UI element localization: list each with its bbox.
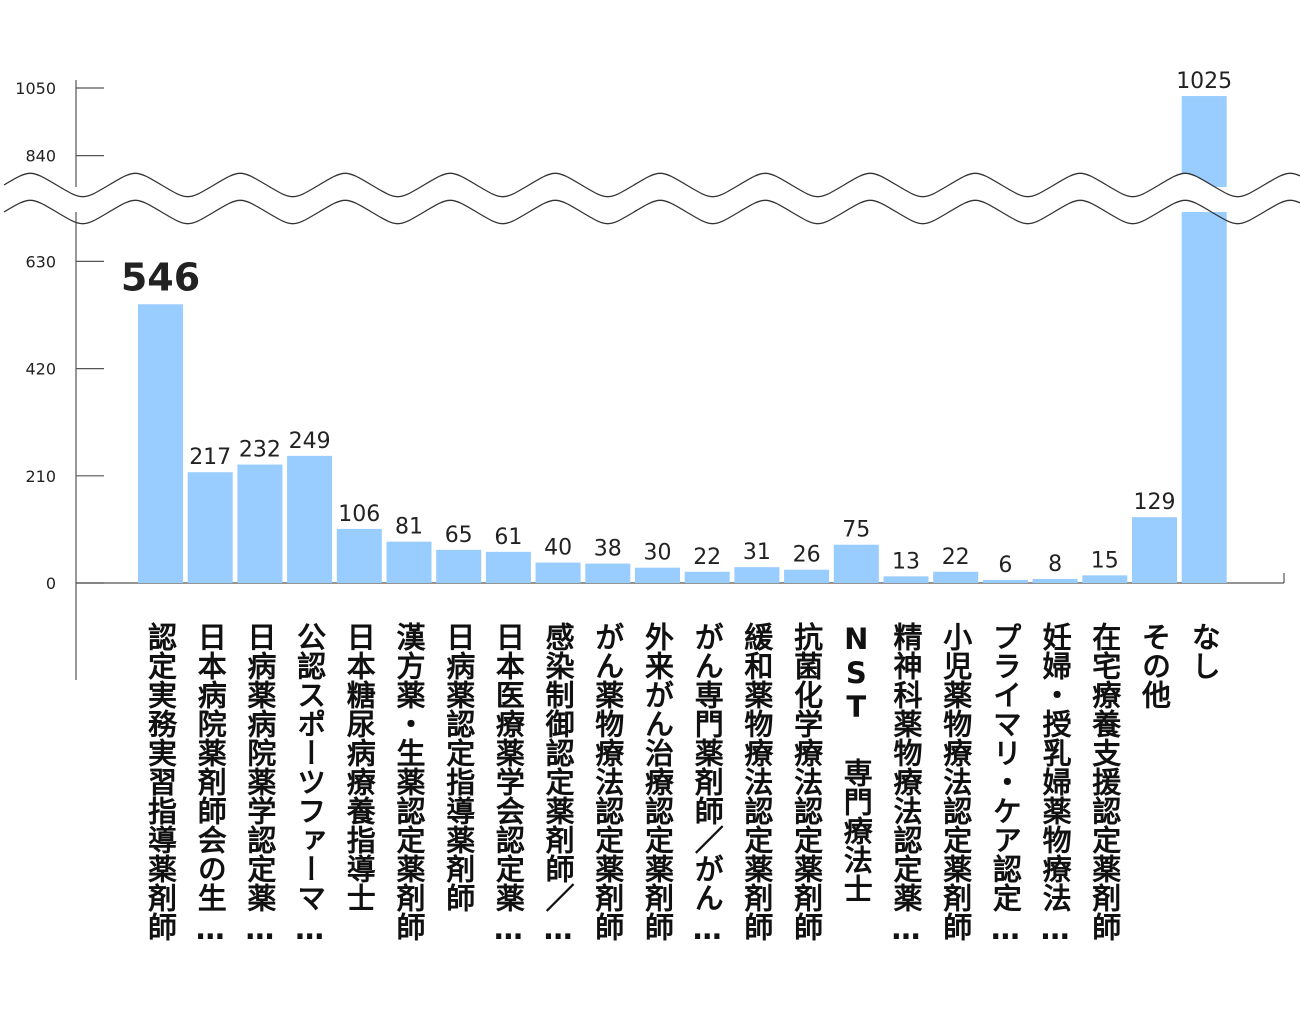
bars (138, 96, 1227, 584)
bar (1082, 575, 1128, 583)
bar (883, 576, 929, 583)
x-tick-label: 妊婦・授乳婦薬物療法… (1038, 622, 1073, 946)
axis-break (3, 172, 1300, 225)
x-tick-label: 抗菌化学療法認定薬剤師 (790, 621, 824, 941)
x-tick-label: 日本糖尿病療養指導士 (342, 622, 377, 912)
bar (138, 304, 183, 583)
bar (1181, 96, 1227, 584)
bar (635, 567, 680, 583)
bar (485, 551, 531, 583)
bar (237, 464, 283, 583)
x-tick-label: 日病薬認定指導薬剤師 (442, 622, 476, 912)
data-label: 106 (338, 502, 380, 527)
data-label: 61 (494, 525, 522, 550)
x-tick-label: 精神科薬物療法認定薬… (889, 622, 923, 946)
x-tick-label: NST 専門療法士 (839, 622, 873, 903)
y-tick-label: 840 (25, 147, 56, 166)
x-tick-label: 日本医療薬学会認定薬… (491, 622, 525, 946)
bar (287, 455, 333, 583)
bar (1132, 517, 1177, 583)
x-tick-label: 日病薬病院薬学認定薬… (243, 622, 277, 946)
y-tick-label: 630 (25, 252, 56, 271)
x-tick-label: なし (1187, 622, 1221, 680)
x-tick-label: 漢方薬・生薬認定薬剤師 (392, 622, 426, 941)
data-label: 6 (998, 553, 1012, 578)
bar (1032, 578, 1078, 583)
data-label: 15 (1091, 548, 1119, 573)
x-tick-label: 公認スポーツファーマ… (293, 622, 327, 946)
y-tick-label: 0 (46, 574, 56, 593)
x-tick-label: 感染制御認定薬剤師／… (541, 622, 576, 946)
bar (436, 549, 482, 583)
y-tick-label: 1050 (15, 79, 56, 98)
y-tick-label: 210 (25, 467, 56, 486)
x-tick-label: 小児薬物療法認定薬剤師 (939, 622, 973, 941)
bar (585, 563, 631, 583)
data-label: 546 (121, 255, 200, 299)
data-label: 13 (892, 549, 920, 574)
data-label: 1025 (1176, 69, 1232, 94)
bar (833, 544, 879, 583)
bar (684, 571, 730, 583)
data-label: 38 (594, 537, 622, 562)
bar (982, 579, 1028, 583)
break-gap (4, 187, 1270, 210)
data-label: 75 (842, 518, 870, 543)
x-tick-label: 外来がん治療認定薬剤師 (641, 622, 675, 941)
x-tick-label: 日本病院薬剤師会の生… (193, 622, 227, 946)
x-tick-label: その他 (1138, 622, 1173, 709)
x-tick-label: プライマリ・ケア認定… (988, 622, 1022, 946)
bar (535, 562, 581, 583)
y-tick-label: 420 (25, 360, 56, 379)
data-label: 249 (289, 429, 331, 454)
data-label: 26 (793, 543, 821, 568)
break-line-bottom (3, 199, 1300, 225)
bar (784, 569, 830, 583)
data-label: 65 (445, 523, 473, 548)
x-tick-label: がん専門薬剤師／がん… (690, 622, 724, 946)
x-tick-label: 緩和薬物療法認定薬剤師 (740, 621, 774, 941)
bar (933, 571, 979, 583)
data-label: 81 (395, 515, 423, 540)
x-tick-label: がん薬物療法認定薬剤師 (591, 622, 625, 941)
x-tick-label: 在宅療養支援認定薬剤師 (1088, 622, 1123, 941)
data-label: 129 (1134, 490, 1176, 515)
data-label: 22 (693, 545, 721, 570)
labels: 546 認定実務実習指導薬剤師 217 日本病院薬剤師会の生… 232 日病薬病院薬学認定… (121, 69, 1232, 946)
bar (187, 472, 233, 583)
bar (734, 567, 780, 583)
data-label: 31 (743, 540, 771, 565)
data-label: 30 (644, 541, 672, 566)
data-label: 22 (942, 545, 970, 570)
bar (386, 541, 432, 583)
bar (336, 528, 382, 583)
x-tick-label: 認定実務実習指導薬剤師 (144, 621, 178, 941)
data-label: 232 (239, 438, 281, 463)
data-label: 217 (189, 445, 231, 470)
data-label: 40 (544, 536, 572, 561)
break-line-top (3, 172, 1300, 198)
data-label: 8 (1048, 552, 1062, 577)
